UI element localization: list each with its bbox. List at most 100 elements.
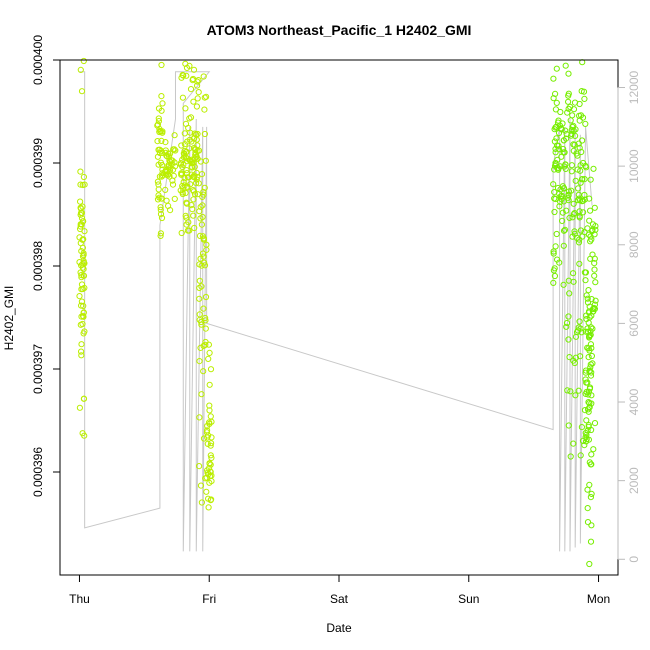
y-axis-label: H2402_GMI — [2, 286, 16, 351]
data-point — [552, 149, 559, 156]
x-tick-label: Sat — [330, 592, 349, 606]
y-tick-label: 0.000398 — [31, 241, 45, 291]
data-point — [158, 93, 165, 100]
data-point — [565, 98, 572, 105]
data-point — [187, 157, 194, 164]
data-point — [560, 281, 567, 288]
x-axis-label: Date — [326, 621, 352, 635]
data-point — [190, 187, 197, 194]
data-point — [588, 324, 595, 331]
data-point — [190, 212, 197, 219]
data-point — [182, 189, 189, 197]
data-point — [583, 431, 590, 438]
data-point — [560, 242, 567, 249]
data-point — [591, 266, 598, 273]
data-point — [580, 159, 587, 167]
data-point — [204, 467, 211, 474]
data-point — [554, 256, 561, 263]
data-point — [182, 212, 189, 219]
data-point — [78, 272, 85, 279]
data-point — [562, 127, 569, 134]
data-point — [208, 440, 215, 447]
data-point — [80, 395, 88, 402]
data-point — [592, 279, 599, 286]
data-point — [182, 120, 190, 128]
data-point — [590, 446, 597, 453]
data-point — [552, 145, 559, 152]
data-point — [591, 231, 598, 238]
data-point — [199, 193, 206, 200]
data-point — [568, 162, 576, 169]
y-tick-label: 0.000397 — [31, 344, 45, 394]
data-point — [550, 248, 557, 255]
data-point — [80, 173, 88, 181]
data-point — [167, 158, 174, 165]
data-point — [553, 230, 560, 238]
x-tick-label: Sun — [458, 592, 479, 606]
data-point — [557, 193, 564, 200]
data-point — [183, 221, 190, 228]
data-point — [77, 225, 84, 233]
data-point — [200, 73, 207, 80]
data-point — [208, 434, 215, 441]
data-point — [180, 179, 187, 186]
data-point — [172, 163, 179, 170]
data-point — [563, 207, 570, 214]
data-point — [578, 329, 585, 336]
data-point — [576, 195, 583, 202]
data-point — [574, 327, 582, 334]
data-point — [582, 269, 590, 276]
y-tick-label: 0.000399 — [31, 138, 45, 188]
data-point — [167, 207, 174, 214]
data-point — [195, 147, 203, 154]
data-point — [80, 302, 87, 310]
data-point — [179, 94, 186, 101]
data-point — [586, 560, 593, 568]
data-point — [575, 185, 582, 192]
y-tick-label: 0.000400 — [31, 35, 45, 85]
data-point — [559, 120, 566, 127]
data-point — [181, 130, 188, 137]
data-point — [154, 121, 161, 128]
data-point — [577, 112, 585, 119]
data-point — [566, 290, 573, 297]
data-point — [551, 126, 558, 133]
data-point — [169, 181, 177, 188]
data-point — [187, 114, 195, 121]
data-point — [207, 461, 214, 468]
data-point — [192, 146, 199, 153]
data-point — [586, 367, 594, 374]
data-point — [179, 189, 186, 196]
data-point — [157, 230, 164, 237]
data-point — [592, 226, 599, 233]
data-point — [587, 538, 595, 545]
data-point — [171, 132, 178, 139]
data-point — [76, 259, 83, 266]
data-point — [590, 304, 598, 312]
data-point — [206, 407, 213, 414]
data-point — [564, 387, 571, 394]
data-point — [155, 115, 162, 122]
data-point — [157, 128, 164, 135]
data-point — [77, 321, 84, 328]
data-point — [581, 95, 588, 103]
data-point — [588, 352, 596, 360]
data-point — [581, 442, 588, 449]
data-point — [571, 141, 578, 148]
data-point — [198, 171, 206, 178]
data-point — [581, 191, 588, 199]
data-point — [565, 313, 572, 320]
data-point — [588, 426, 595, 434]
data-point — [570, 440, 577, 447]
y2-tick-label: 8000 — [627, 231, 641, 258]
data-point — [591, 420, 599, 427]
data-point — [198, 391, 205, 398]
data-point — [567, 103, 574, 111]
data-point — [197, 255, 204, 262]
y2-tick-label: 2000 — [627, 467, 641, 494]
data-point — [587, 494, 595, 501]
data-point — [78, 341, 85, 348]
data-point — [557, 108, 564, 116]
